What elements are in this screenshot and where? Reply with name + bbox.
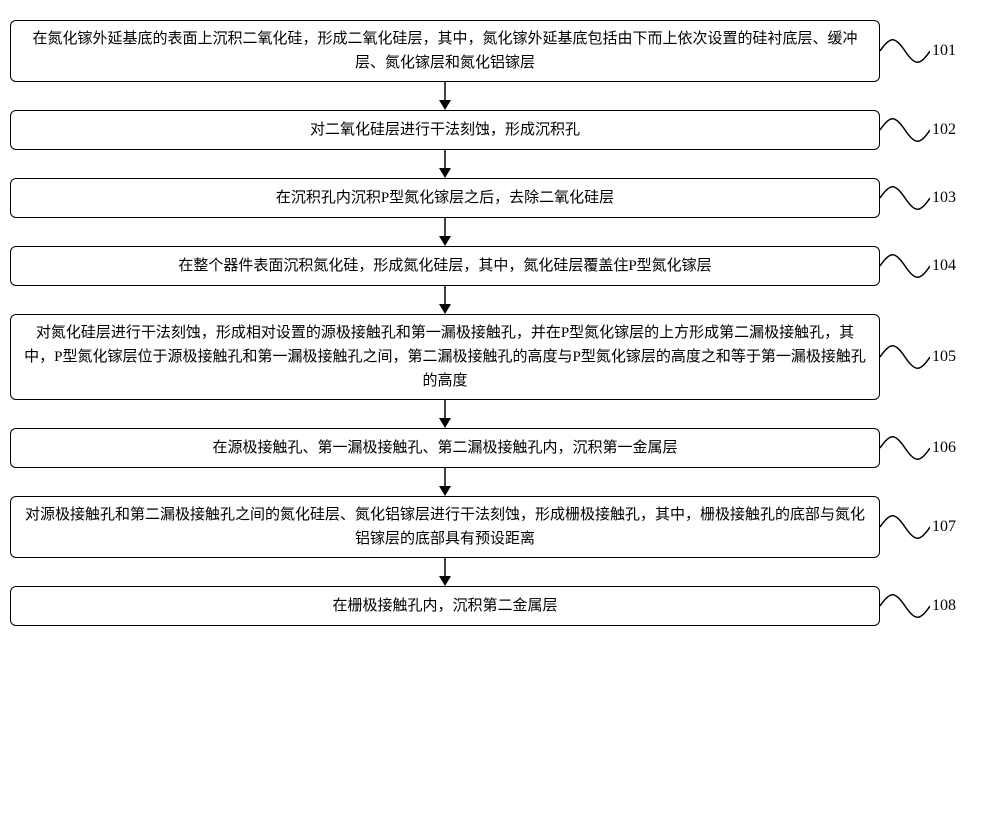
flowchart-container: 在氮化镓外延基底的表面上沉积二氧化硅，形成二氧化硅层，其中，氮化镓外延基底包括由…: [10, 20, 990, 626]
arrow-row: [10, 150, 990, 178]
step-number: 108: [932, 597, 956, 615]
step-number: 106: [932, 439, 956, 457]
down-arrow-icon: [435, 82, 455, 110]
wave-connector-icon: [880, 428, 930, 468]
down-arrow-icon: [435, 400, 455, 428]
step-number-cell: 101: [880, 31, 990, 71]
step-text: 对源极接触孔和第二漏极接触孔之间的氮化硅层、氮化铝镓层进行干法刻蚀，形成栅极接触…: [23, 503, 867, 551]
arrow-row: [10, 218, 990, 246]
step-row: 在源极接触孔、第一漏极接触孔、第二漏极接触孔内，沉积第一金属层 106: [10, 428, 990, 468]
step-number: 107: [932, 518, 956, 536]
step-number-cell: 108: [880, 586, 990, 626]
step-box-105: 对氮化硅层进行干法刻蚀，形成相对设置的源极接触孔和第一漏极接触孔，并在P型氮化镓…: [10, 314, 880, 400]
step-number-cell: 104: [880, 246, 990, 286]
step-box-101: 在氮化镓外延基底的表面上沉积二氧化硅，形成二氧化硅层，其中，氮化镓外延基底包括由…: [10, 20, 880, 82]
step-box-102: 对二氧化硅层进行干法刻蚀，形成沉积孔: [10, 110, 880, 150]
step-number: 105: [932, 348, 956, 366]
arrow-row: [10, 82, 990, 110]
step-text: 在整个器件表面沉积氮化硅，形成氮化硅层，其中，氮化硅层覆盖住P型氮化镓层: [178, 254, 711, 278]
step-row: 对氮化硅层进行干法刻蚀，形成相对设置的源极接触孔和第一漏极接触孔，并在P型氮化镓…: [10, 314, 990, 400]
step-number: 102: [932, 121, 956, 139]
step-row: 在整个器件表面沉积氮化硅，形成氮化硅层，其中，氮化硅层覆盖住P型氮化镓层 104: [10, 246, 990, 286]
step-number-cell: 106: [880, 428, 990, 468]
arrow-row: [10, 558, 990, 586]
step-text: 在氮化镓外延基底的表面上沉积二氧化硅，形成二氧化硅层，其中，氮化镓外延基底包括由…: [23, 27, 867, 75]
step-number-cell: 103: [880, 178, 990, 218]
step-text: 对二氧化硅层进行干法刻蚀，形成沉积孔: [310, 118, 580, 142]
step-text: 在栅极接触孔内，沉积第二金属层: [332, 594, 557, 618]
wave-connector-icon: [880, 507, 930, 547]
down-arrow-icon: [435, 468, 455, 496]
wave-connector-icon: [880, 246, 930, 286]
step-box-108: 在栅极接触孔内，沉积第二金属层: [10, 586, 880, 626]
step-number-cell: 107: [880, 507, 990, 547]
step-text: 在源极接触孔、第一漏极接触孔、第二漏极接触孔内，沉积第一金属层: [212, 436, 677, 460]
down-arrow-icon: [435, 218, 455, 246]
step-row: 在沉积孔内沉积P型氮化镓层之后，去除二氧化硅层 103: [10, 178, 990, 218]
down-arrow-icon: [435, 286, 455, 314]
step-box-107: 对源极接触孔和第二漏极接触孔之间的氮化硅层、氮化铝镓层进行干法刻蚀，形成栅极接触…: [10, 496, 880, 558]
arrow-row: [10, 468, 990, 496]
step-row: 对二氧化硅层进行干法刻蚀，形成沉积孔 102: [10, 110, 990, 150]
step-text: 在沉积孔内沉积P型氮化镓层之后，去除二氧化硅层: [276, 186, 614, 210]
step-number: 104: [932, 257, 956, 275]
wave-connector-icon: [880, 586, 930, 626]
down-arrow-icon: [435, 150, 455, 178]
step-number-cell: 102: [880, 110, 990, 150]
down-arrow-icon: [435, 558, 455, 586]
step-box-103: 在沉积孔内沉积P型氮化镓层之后，去除二氧化硅层: [10, 178, 880, 218]
arrow-row: [10, 286, 990, 314]
wave-connector-icon: [880, 178, 930, 218]
step-box-104: 在整个器件表面沉积氮化硅，形成氮化硅层，其中，氮化硅层覆盖住P型氮化镓层: [10, 246, 880, 286]
step-row: 对源极接触孔和第二漏极接触孔之间的氮化硅层、氮化铝镓层进行干法刻蚀，形成栅极接触…: [10, 496, 990, 558]
wave-connector-icon: [880, 337, 930, 377]
step-row: 在栅极接触孔内，沉积第二金属层 108: [10, 586, 990, 626]
step-box-106: 在源极接触孔、第一漏极接触孔、第二漏极接触孔内，沉积第一金属层: [10, 428, 880, 468]
step-text: 对氮化硅层进行干法刻蚀，形成相对设置的源极接触孔和第一漏极接触孔，并在P型氮化镓…: [23, 321, 867, 393]
wave-connector-icon: [880, 110, 930, 150]
step-number: 103: [932, 189, 956, 207]
step-number-cell: 105: [880, 337, 990, 377]
step-number: 101: [932, 42, 956, 60]
arrow-row: [10, 400, 990, 428]
step-row: 在氮化镓外延基底的表面上沉积二氧化硅，形成二氧化硅层，其中，氮化镓外延基底包括由…: [10, 20, 990, 82]
wave-connector-icon: [880, 31, 930, 71]
